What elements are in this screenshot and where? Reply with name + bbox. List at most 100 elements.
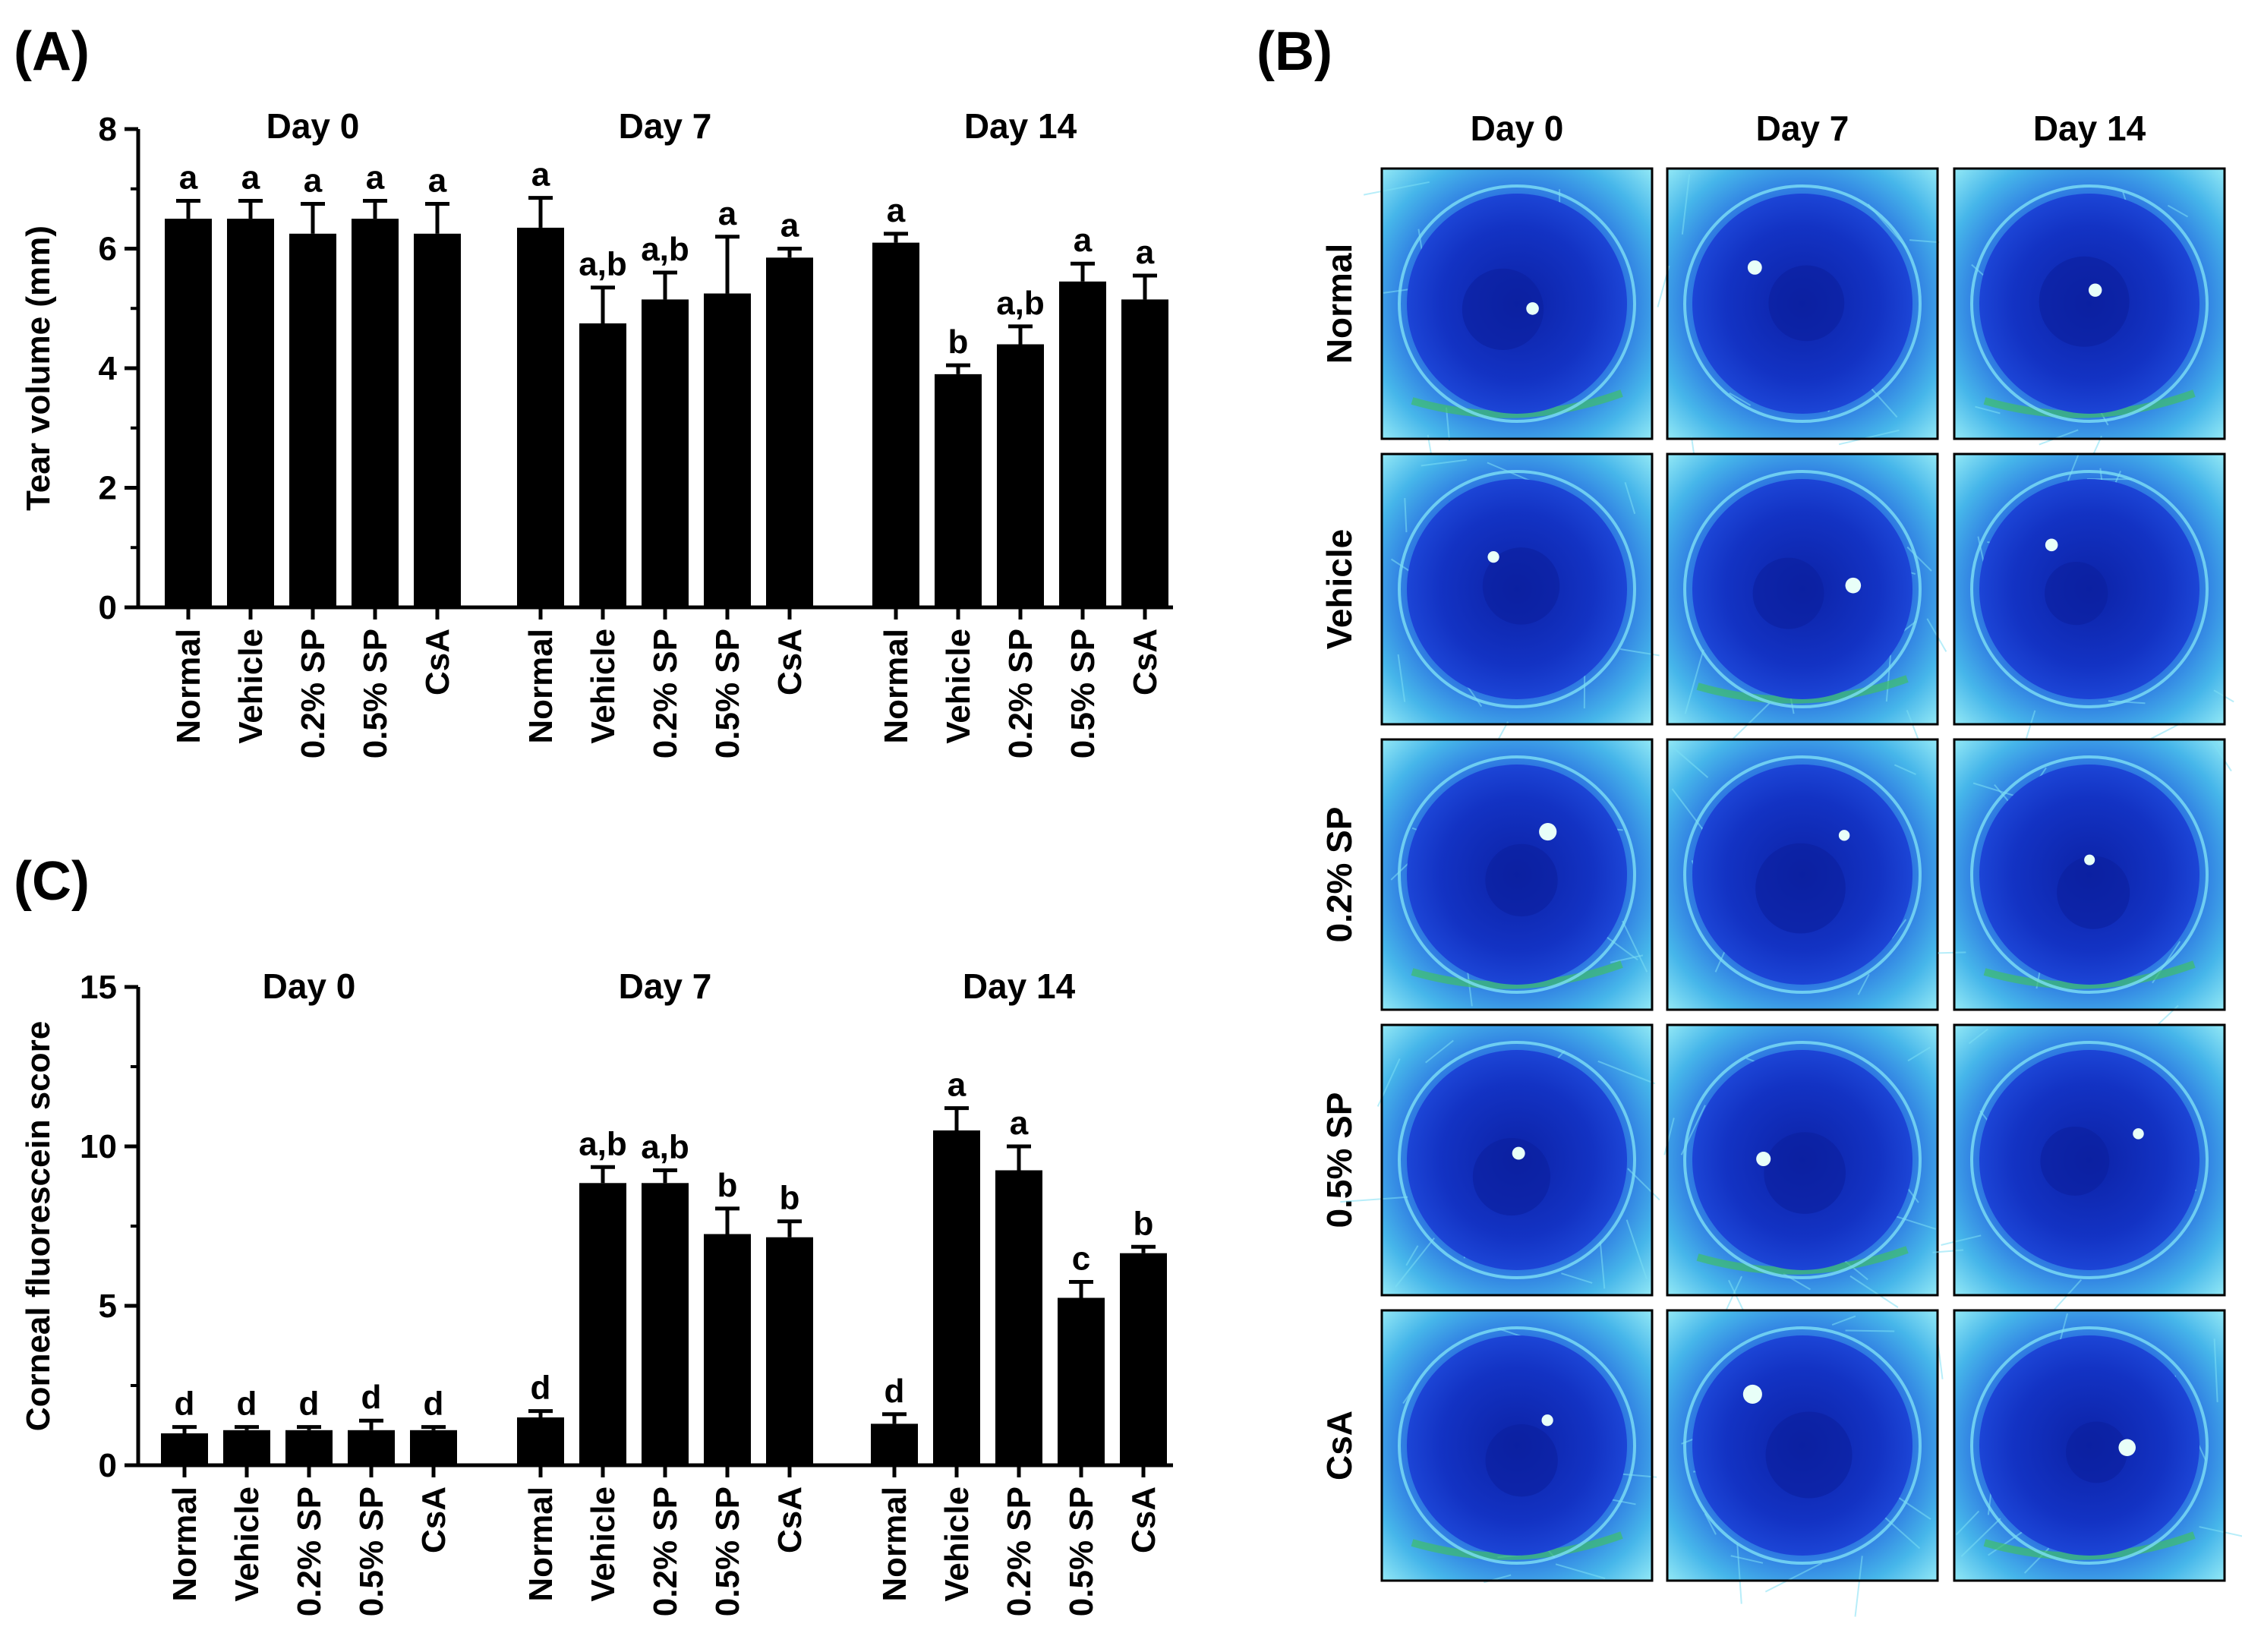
category-label: CsA — [771, 629, 809, 695]
significance-label: a — [780, 207, 799, 244]
eye-image — [1664, 1025, 1938, 1337]
bar — [410, 1430, 457, 1465]
pupil — [1764, 1132, 1846, 1214]
significance-label: a,b — [641, 231, 689, 268]
bar — [766, 1237, 813, 1465]
light-reflex — [2045, 538, 2058, 551]
y-tick-label: 8 — [99, 111, 117, 148]
category-label: 0.5% SP — [709, 629, 746, 758]
eye-image — [1954, 454, 2234, 749]
bar — [352, 219, 399, 607]
group-title: Day 0 — [263, 966, 356, 1006]
light-reflex — [1512, 1147, 1525, 1160]
eye-image — [1954, 169, 2225, 491]
significance-label: a — [366, 159, 385, 197]
category-label: 0.2% SP — [295, 629, 332, 758]
category-label: Normal — [522, 629, 560, 744]
pupil — [2066, 1421, 2127, 1483]
pupil — [2057, 856, 2130, 929]
bar — [1059, 282, 1106, 607]
y-axis-label: Corneal fluorescein score — [20, 1021, 57, 1431]
significance-label: c — [1072, 1241, 1090, 1278]
light-reflex — [2089, 283, 2102, 296]
light-reflex — [2084, 855, 2095, 865]
category-label: Normal — [876, 1486, 913, 1602]
bar — [1058, 1298, 1105, 1466]
significance-label: d — [175, 1386, 195, 1423]
bar — [579, 323, 626, 607]
bar — [766, 257, 813, 607]
light-reflex — [2133, 1128, 2143, 1139]
row-header: CsA — [1320, 1411, 1359, 1480]
category-label: 0.2% SP — [647, 1486, 684, 1616]
category-label: CsA — [415, 1486, 452, 1553]
y-tick-label: 4 — [99, 350, 118, 387]
eye-image — [1932, 1025, 2225, 1328]
group-title: Day 14 — [964, 106, 1077, 146]
significance-label: d — [361, 1379, 382, 1416]
eye-image — [1382, 739, 1652, 1010]
category-label: CsA — [1127, 629, 1164, 695]
eye-image — [1667, 739, 1938, 1010]
y-tick-label: 15 — [80, 969, 117, 1006]
category-label: 0.5% SP — [709, 1486, 746, 1616]
significance-label: d — [237, 1386, 257, 1423]
eye-image — [1667, 454, 1946, 771]
significance-label: a,b — [579, 246, 627, 283]
category-label: Vehicle — [585, 1486, 622, 1602]
panel-label-b: (B) — [1257, 21, 1332, 82]
light-reflex — [1748, 260, 1762, 275]
eye-image — [1340, 1025, 1660, 1295]
fur-streak — [1846, 1330, 1895, 1331]
category-label: Vehicle — [940, 629, 977, 744]
bar — [285, 1430, 333, 1465]
pupil — [2040, 1127, 2109, 1196]
bar — [642, 1183, 689, 1465]
category-label: 0.2% SP — [291, 1486, 328, 1616]
light-reflex — [2118, 1439, 2136, 1456]
significance-label: a,b — [996, 285, 1045, 322]
light-reflex — [1839, 830, 1849, 840]
row-header: 0.2% SP — [1320, 807, 1359, 943]
y-axis-label: Tear volume (mm) — [20, 225, 57, 511]
y-tick-label: 0 — [99, 589, 117, 626]
category-label: 0.5% SP — [353, 1486, 390, 1616]
light-reflex — [1846, 578, 1862, 594]
significance-label: b — [780, 1180, 800, 1217]
significance-label: a — [948, 1067, 966, 1104]
group-title: Day 0 — [266, 106, 360, 146]
bar — [414, 234, 461, 607]
bar — [704, 294, 751, 607]
eye-image — [1382, 1310, 1657, 1582]
category-label: Normal — [166, 1486, 203, 1602]
eye-image — [1938, 739, 2231, 1028]
category-label: Vehicle — [585, 629, 622, 744]
panel-label-a: (A) — [14, 21, 90, 82]
group-title: Day 7 — [619, 966, 712, 1006]
bar — [995, 1171, 1042, 1466]
category-label: 0.2% SP — [1002, 629, 1039, 758]
bar — [579, 1183, 626, 1465]
significance-label: a — [179, 159, 198, 197]
significance-label: b — [1134, 1205, 1154, 1242]
bar — [872, 243, 919, 607]
significance-label: a — [1136, 234, 1155, 271]
pupil — [1755, 843, 1846, 934]
category-label: Vehicle — [229, 1486, 266, 1602]
category-label: CsA — [771, 1486, 809, 1553]
category-label: CsA — [419, 629, 456, 695]
significance-label: a — [887, 192, 906, 229]
significance-label: b — [948, 323, 969, 361]
light-reflex — [1542, 1414, 1553, 1426]
significance-label: d — [299, 1386, 320, 1423]
significance-label: b — [717, 1167, 738, 1204]
category-label: Normal — [522, 1486, 560, 1602]
bar — [1121, 299, 1168, 607]
category-label: CsA — [1125, 1486, 1162, 1553]
bar — [704, 1234, 751, 1466]
bar — [642, 299, 689, 607]
